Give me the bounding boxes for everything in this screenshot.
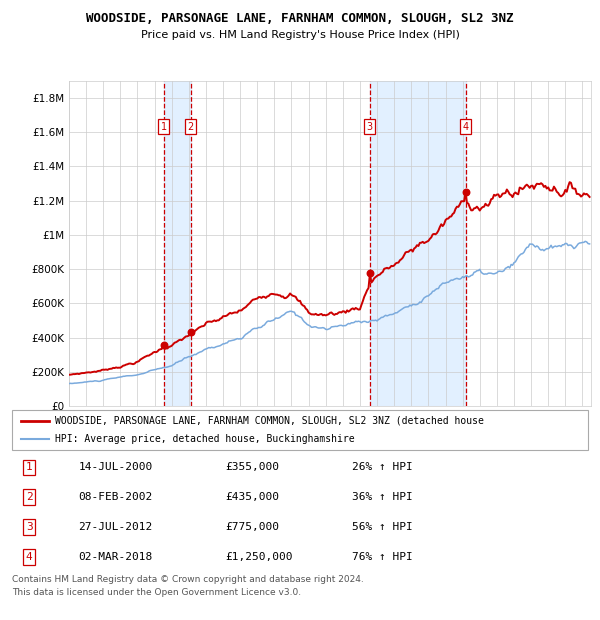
Text: 2: 2 [26, 492, 32, 502]
Text: WOODSIDE, PARSONAGE LANE, FARNHAM COMMON, SLOUGH, SL2 3NZ: WOODSIDE, PARSONAGE LANE, FARNHAM COMMON… [86, 12, 514, 25]
Point [461, 187, 470, 197]
Text: 56% ↑ HPI: 56% ↑ HPI [352, 522, 413, 532]
Text: WOODSIDE, PARSONAGE LANE, FARNHAM COMMON, SLOUGH, SL2 3NZ (detached house: WOODSIDE, PARSONAGE LANE, FARNHAM COMMON… [55, 416, 484, 426]
Point [159, 340, 169, 350]
Text: 27-JUL-2012: 27-JUL-2012 [78, 522, 152, 532]
Text: £775,000: £775,000 [225, 522, 279, 532]
Text: 4: 4 [26, 552, 32, 562]
Text: 14-JUL-2000: 14-JUL-2000 [78, 463, 152, 472]
Text: 26% ↑ HPI: 26% ↑ HPI [352, 463, 413, 472]
Bar [164, 81, 191, 406]
Text: 3: 3 [26, 522, 32, 532]
Text: 3: 3 [367, 122, 373, 132]
Bar [370, 81, 466, 406]
Text: 1: 1 [26, 463, 32, 472]
Text: £435,000: £435,000 [225, 492, 279, 502]
Text: HPI: Average price, detached house, Buckinghamshire: HPI: Average price, detached house, Buck… [55, 434, 355, 444]
Text: Contains HM Land Registry data © Crown copyright and database right 2024.: Contains HM Land Registry data © Crown c… [12, 575, 364, 584]
Point [186, 327, 196, 337]
Text: £355,000: £355,000 [225, 463, 279, 472]
Text: 1: 1 [161, 122, 167, 132]
Text: 4: 4 [463, 122, 469, 132]
Text: 08-FEB-2002: 08-FEB-2002 [78, 492, 152, 502]
Text: 02-MAR-2018: 02-MAR-2018 [78, 552, 152, 562]
Text: 2: 2 [188, 122, 194, 132]
Text: 76% ↑ HPI: 76% ↑ HPI [352, 552, 413, 562]
Point [365, 268, 374, 278]
Text: 36% ↑ HPI: 36% ↑ HPI [352, 492, 413, 502]
Text: £1,250,000: £1,250,000 [225, 552, 293, 562]
Text: This data is licensed under the Open Government Licence v3.0.: This data is licensed under the Open Gov… [12, 588, 301, 598]
Text: Price paid vs. HM Land Registry's House Price Index (HPI): Price paid vs. HM Land Registry's House … [140, 30, 460, 40]
